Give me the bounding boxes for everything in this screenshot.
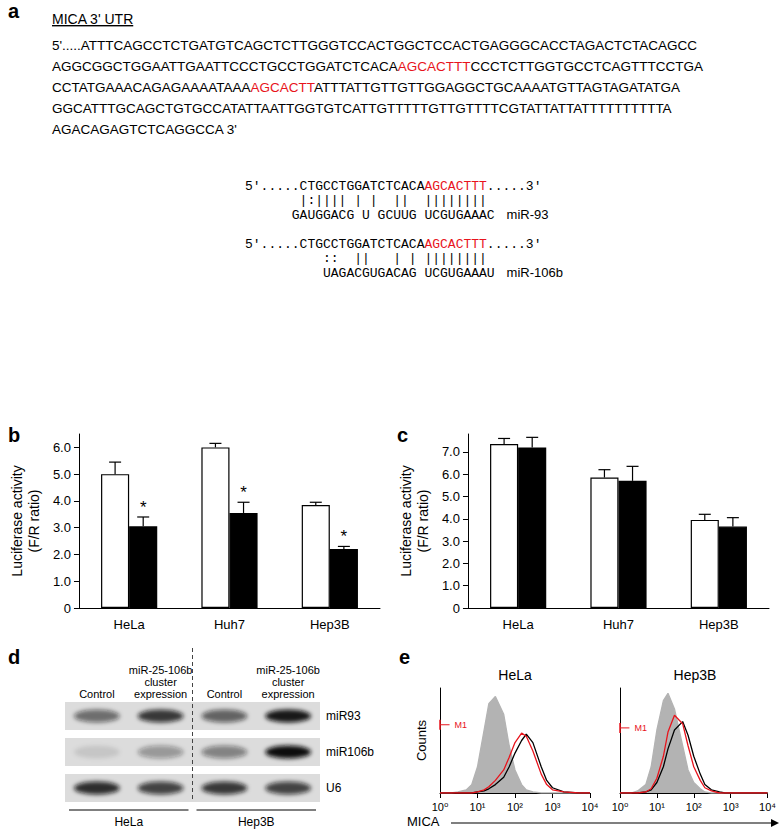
svg-text:10²: 10² bbox=[686, 801, 702, 813]
svg-text:5.0: 5.0 bbox=[442, 489, 460, 504]
svg-text:|:|||| | | || ||||||||: |:|||| | | || |||||||| bbox=[245, 193, 487, 208]
svg-text:10³: 10³ bbox=[723, 801, 739, 813]
svg-text:1.0: 1.0 bbox=[53, 574, 71, 589]
svg-text:2.0: 2.0 bbox=[53, 547, 71, 562]
svg-text:MICA: MICA bbox=[407, 814, 440, 829]
svg-text:0: 0 bbox=[453, 601, 460, 616]
svg-text:UAGACGUGACAG UCGUGAAAU: UAGACGUGACAG UCGUGAAAU bbox=[245, 266, 495, 281]
svg-text:5'.....ATTTCAGCCTCTGATGTCAGCTC: 5'.....ATTTCAGCCTCTGATGTCAGCTCTTGGGTCCAC… bbox=[52, 38, 697, 53]
svg-text:(F/R ratio): (F/R ratio) bbox=[26, 490, 42, 553]
svg-text:10⁴: 10⁴ bbox=[582, 801, 599, 813]
svg-text:5.0: 5.0 bbox=[53, 467, 71, 482]
svg-text:*: * bbox=[140, 498, 147, 517]
svg-text:Counts: Counts bbox=[414, 719, 429, 761]
svg-text:Control: Control bbox=[207, 688, 242, 700]
svg-text:10⁴: 10⁴ bbox=[759, 801, 776, 813]
svg-text:3.0: 3.0 bbox=[442, 534, 460, 549]
svg-text:*: * bbox=[240, 483, 247, 502]
svg-text:0: 0 bbox=[64, 601, 71, 616]
svg-text:5'.....CTGCCTGGATCTCACAAGCACTT: 5'.....CTGCCTGGATCTCACAAGCACTTT.....3' bbox=[245, 179, 541, 194]
svg-text:4.0: 4.0 bbox=[442, 511, 460, 526]
svg-text:5'.....CTGCCTGGATCTCACAAGCACTT: 5'.....CTGCCTGGATCTCACAAGCACTTT.....3' bbox=[245, 237, 541, 252]
svg-text:expression: expression bbox=[262, 688, 315, 700]
svg-text:HeLa: HeLa bbox=[503, 617, 535, 632]
svg-text:M1: M1 bbox=[455, 720, 468, 730]
svg-text:M1: M1 bbox=[634, 723, 647, 733]
svg-text:a: a bbox=[8, 0, 20, 22]
svg-text:GAUGGACG U GCUUG UCGUGAAAC: GAUGGACG U GCUUG UCGUGAAAC bbox=[245, 208, 495, 223]
svg-text:Hep3B: Hep3B bbox=[674, 667, 717, 683]
svg-text:cluster: cluster bbox=[144, 676, 177, 688]
svg-text:3.0: 3.0 bbox=[53, 520, 71, 535]
svg-text:10¹: 10¹ bbox=[649, 801, 665, 813]
svg-text:miR-25-106b: miR-25-106b bbox=[129, 664, 193, 676]
svg-text:HeLa: HeLa bbox=[114, 815, 143, 829]
svg-text:7.0: 7.0 bbox=[442, 444, 460, 459]
svg-text:(F/R ratio): (F/R ratio) bbox=[415, 490, 431, 553]
svg-text:Huh7: Huh7 bbox=[214, 617, 245, 632]
svg-text:miR93: miR93 bbox=[326, 709, 361, 723]
svg-text:expression: expression bbox=[134, 688, 187, 700]
svg-text:cluster: cluster bbox=[272, 676, 305, 688]
svg-text:6.0: 6.0 bbox=[442, 467, 460, 482]
svg-text:HeLa: HeLa bbox=[498, 667, 532, 683]
svg-text:10¹: 10¹ bbox=[470, 801, 486, 813]
html-text:d: d bbox=[8, 646, 21, 668]
svg-text:miR-25-106b: miR-25-106b bbox=[256, 664, 320, 676]
svg-text:Huh7: Huh7 bbox=[603, 617, 634, 632]
html-text:e: e bbox=[399, 646, 411, 668]
svg-text:miR-93: miR-93 bbox=[507, 207, 549, 222]
svg-text:Luciferase activity: Luciferase activity bbox=[9, 465, 25, 576]
svg-text:Luciferase activity: Luciferase activity bbox=[398, 465, 414, 576]
svg-text:1.0: 1.0 bbox=[442, 578, 460, 593]
svg-text:10²: 10² bbox=[507, 801, 523, 813]
svg-text:CCTATGAAACAGAGAAAATAAAAGCACTTA: CCTATGAAACAGAGAAAATAAAAGCACTTATTTATTGTTG… bbox=[52, 80, 680, 95]
svg-text:AGGCGGCTGGAATTGAATTCCCTGCCTGGA: AGGCGGCTGGAATTGAATTCCCTGCCTGGATCTCACAAGC… bbox=[52, 59, 703, 74]
html-text:c: c bbox=[397, 424, 409, 446]
svg-text:Control: Control bbox=[79, 688, 114, 700]
svg-text::: || | | ||||||||: :: || | | |||||||| bbox=[245, 251, 487, 266]
svg-text:Hep3B: Hep3B bbox=[238, 815, 275, 829]
html-text:b: b bbox=[8, 424, 21, 446]
svg-text:*: * bbox=[341, 527, 348, 546]
svg-text:10⁰: 10⁰ bbox=[432, 801, 449, 813]
svg-text:4.0: 4.0 bbox=[53, 493, 71, 508]
svg-text:Hep3B: Hep3B bbox=[699, 617, 739, 632]
svg-text:2.0: 2.0 bbox=[442, 556, 460, 571]
svg-text:miR106b: miR106b bbox=[326, 745, 374, 759]
svg-text:MICA 3' UTR: MICA 3' UTR bbox=[52, 11, 133, 27]
svg-text:10³: 10³ bbox=[545, 801, 561, 813]
svg-text:10⁰: 10⁰ bbox=[612, 801, 629, 813]
svg-text:Hep3B: Hep3B bbox=[310, 617, 350, 632]
svg-text:miR-106b: miR-106b bbox=[507, 265, 563, 280]
svg-text:U6: U6 bbox=[326, 781, 342, 795]
svg-text:6.0: 6.0 bbox=[53, 440, 71, 455]
svg-text:HeLa: HeLa bbox=[114, 617, 146, 632]
svg-text:AGACAGAGTCTCAGGCCA 3': AGACAGAGTCTCAGGCCA 3' bbox=[52, 122, 237, 137]
svg-text:GGCATTTGCAGCTGTGCCATATTAATTGGT: GGCATTTGCAGCTGTGCCATATTAATTGGTGTCATTGTTT… bbox=[52, 101, 672, 116]
